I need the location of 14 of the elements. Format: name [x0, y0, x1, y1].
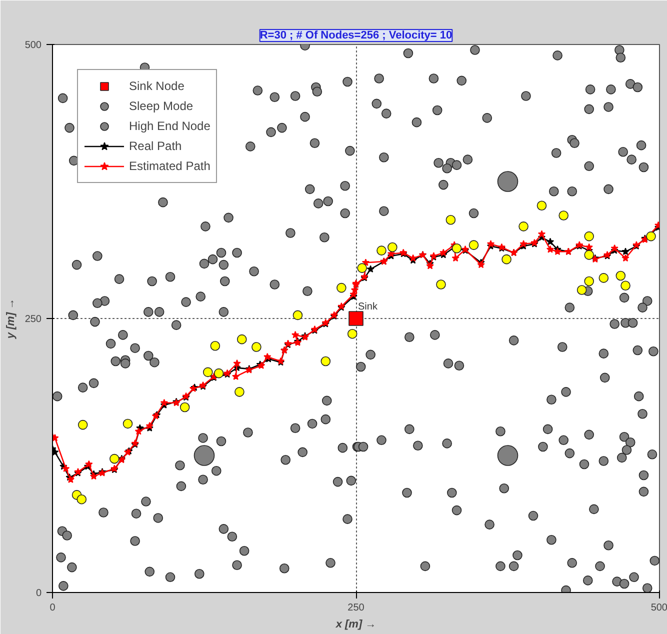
legend-label: Real Path — [129, 139, 182, 153]
x-tick-label: 500 — [650, 602, 667, 614]
y-tick-label: 500 — [24, 40, 42, 51]
legend-label: High End Node — [129, 119, 210, 133]
x-axis-title: x [m] → — [334, 618, 376, 630]
legend-label: Sleep Mode — [129, 99, 194, 113]
annotation: Sink — [358, 302, 378, 312]
x-tick-label: 250 — [348, 602, 365, 614]
y-tick-label: 250 — [24, 314, 42, 325]
y-axis-title: y [m] → — [4, 298, 17, 340]
x-tick-label: 0 — [50, 602, 56, 614]
legend-label: Estimated Path — [129, 159, 210, 173]
legend-label: Sink Node — [129, 79, 184, 93]
y-tick-label: 0 — [36, 588, 42, 599]
